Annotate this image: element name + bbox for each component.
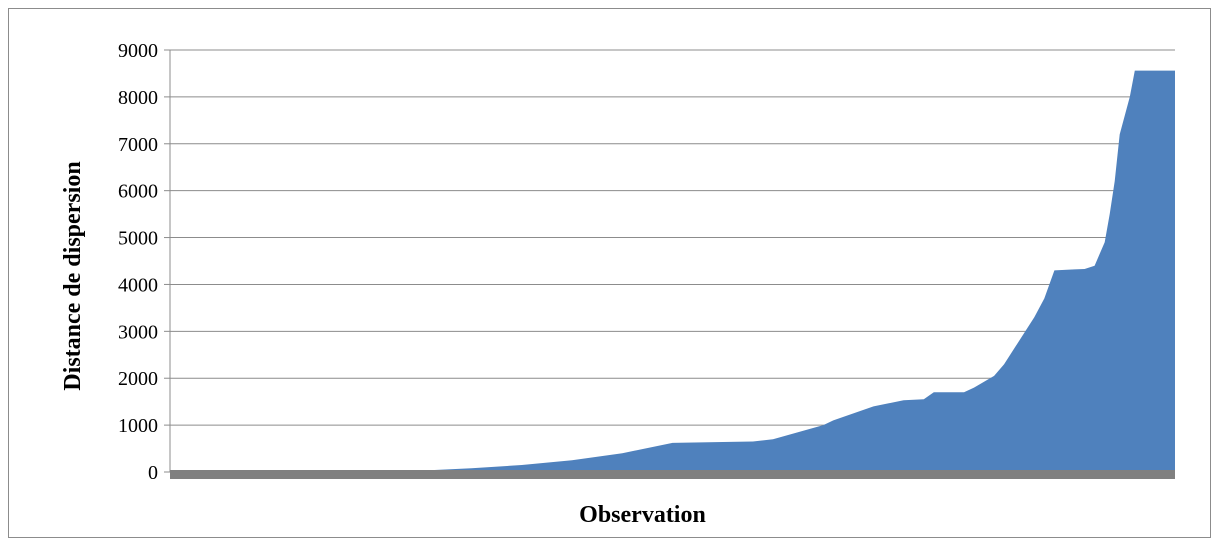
y-axis-title: Distance de dispersion <box>60 161 86 390</box>
y-tick-label-5000: 5000 <box>118 228 158 250</box>
area-series-0 <box>170 70 1175 472</box>
x-axis-baseline <box>170 470 1175 479</box>
y-tick-label-1000: 1000 <box>118 415 158 437</box>
y-tick-label-0: 0 <box>148 462 158 484</box>
y-tick-label-4000: 4000 <box>118 274 158 296</box>
y-tick-label-2000: 2000 <box>118 368 158 390</box>
y-tick-label-9000: 9000 <box>118 40 158 62</box>
y-tick-label-6000: 6000 <box>118 181 158 203</box>
y-tick-label-7000: 7000 <box>118 134 158 156</box>
y-tick-label-8000: 8000 <box>118 87 158 109</box>
y-tick-label-3000: 3000 <box>118 321 158 343</box>
x-axis-title: Observation <box>579 502 706 528</box>
